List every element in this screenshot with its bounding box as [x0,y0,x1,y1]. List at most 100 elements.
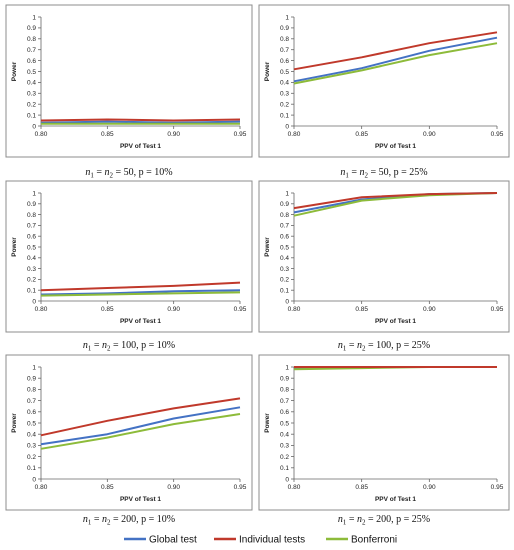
x-tick-label: 0.95 [491,484,504,491]
y-tick-label: 0.1 [27,112,36,119]
y-tick-label: 0.7 [280,398,289,405]
y-tick-label: 0.4 [27,255,36,262]
x-axis-label: PPV of Test 1 [120,496,161,503]
x-tick-label: 0.85 [355,131,368,138]
y-tick-label: 0.1 [280,112,289,119]
caption-n1: n [338,514,343,525]
y-axis-label: Power [264,237,271,257]
caption-sub2: 2 [365,172,369,180]
legend-label-global: Global test [149,535,197,546]
caption-n1: n [83,340,88,351]
chart-caption: n1 = n2 = 50, p = 25% [340,167,427,180]
caption-sub2: 2 [107,519,111,527]
chart-panel-6: 0 0.1 0.2 0.3 0.4 0.5 0.6 0.7 0.8 0.9 1 0.80 0.85 0.9… [258,354,510,527]
caption-sub2: 2 [362,519,366,527]
y-tick-label: 0.9 [27,376,36,383]
chart-caption: n1 = n2 = 50, p = 10% [85,167,172,180]
caption-eq1: = [94,167,105,178]
caption-sub1: 1 [343,345,347,353]
x-axis-label: PPV of Test 1 [375,318,416,325]
y-tick-label: 0.9 [280,376,289,383]
y-tick-label: 0.3 [280,266,289,273]
y-tick-label: 0.5 [27,69,36,76]
caption-rest: = 200, p = 25% [366,514,431,525]
y-tick-label: 0.3 [280,443,289,450]
caption-sub2: 2 [110,172,114,180]
y-tick-label: 0.9 [27,25,36,32]
series-line-individual [293,31,498,71]
series-line-global [40,289,241,296]
y-tick-label: 0 [285,298,289,305]
y-tick-label: 0.2 [280,277,289,284]
y-tick-label: 0.7 [27,398,36,405]
x-tick-label: 0.90 [423,306,436,313]
y-tick-label: 0.5 [280,420,289,427]
y-tick-label: 0.2 [27,454,36,461]
y-axis-label: Power [11,413,18,433]
caption-sub1: 1 [343,519,347,527]
y-tick-label: 0.6 [280,58,289,65]
series-line-individual [40,118,241,122]
y-tick-label: 0.4 [280,255,289,262]
x-tick-label: 0.85 [101,306,114,313]
x-tick-label: 0.95 [491,131,504,138]
chart-caption: n1 = n2 = 200, p = 25% [338,514,430,527]
caption-rest: = 200, p = 10% [111,514,176,525]
y-tick-label: 1 [285,364,289,371]
x-tick-label: 0.95 [234,484,247,491]
y-tick-label: 0.5 [280,244,289,251]
chart-caption: n1 = n2 = 200, p = 10% [83,514,175,527]
y-tick-label: 0.6 [27,58,36,65]
caption-rest: = 50, p = 25% [368,167,428,178]
chart-grid: 00.10.20.30.40.50.60.70.80.910.80 0.85 0.9… [5,4,510,527]
y-tick-label: 0.7 [27,47,36,54]
y-tick-label: 0.1 [27,288,36,295]
y-tick-label: 0.1 [27,465,36,472]
caption-n1: n [338,340,343,351]
series-line-global [40,120,241,124]
x-tick-label: 0.80 [288,131,301,138]
caption-n2: n [105,167,110,178]
caption-n2: n [357,514,362,525]
y-tick-label: 0 [285,123,289,130]
chart-caption: n1 = n2 = 100, p = 25% [338,340,430,353]
x-tick-label: 0.80 [35,131,48,138]
y-tick-label: 0.9 [27,201,36,208]
caption-n1: n [85,167,90,178]
series-line-bonferroni [40,413,241,450]
y-tick-label: 0.3 [27,91,36,98]
chart-frame [5,180,253,333]
series-line-bonferroni [40,291,241,297]
y-tick-label: 0.2 [280,102,289,109]
y-tick-label: 0.6 [27,409,36,416]
caption-n1: n [83,514,88,525]
y-tick-label: 0.8 [27,36,36,43]
y-tick-label: 0.8 [280,387,289,394]
y-tick-label: 0.3 [27,266,36,273]
y-tick-label: 0.3 [27,443,36,450]
caption-sub1: 1 [345,172,349,180]
x-tick-label: 0.85 [101,484,114,491]
y-tick-label: 0.8 [27,387,36,394]
x-tick-label: 0.95 [491,306,504,313]
x-tick-label: 0.95 [234,131,247,138]
y-axis-label: Power [11,61,18,81]
y-tick-label: 1 [285,14,289,21]
x-tick-label: 0.95 [234,306,247,313]
y-tick-label: 1 [32,14,36,21]
y-tick-label: 1 [32,190,36,197]
y-axis-label: Power [264,413,271,433]
y-tick-label: 0.6 [27,234,36,241]
legend: Global test Individual tests Bonferroni [124,535,397,546]
x-axis-label: PPV of Test 1 [375,496,416,503]
y-tick-label: 0.2 [280,454,289,461]
y-tick-label: 0.3 [280,91,289,98]
caption-eq1: = [91,340,102,351]
x-tick-label: 0.90 [167,131,180,138]
y-tick-label: 0.7 [27,223,36,230]
caption-n2: n [357,340,362,351]
x-axis-label: PPV of Test 1 [375,143,416,150]
caption-sub1: 1 [90,172,94,180]
y-tick-label: 0.4 [27,432,36,439]
